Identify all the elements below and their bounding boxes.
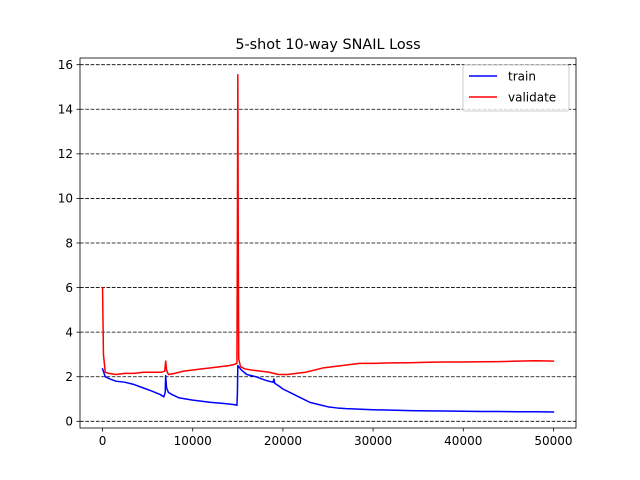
legend-label-train: train bbox=[508, 70, 536, 84]
y-gridlines bbox=[80, 64, 576, 422]
x-tick-label: 0 bbox=[99, 434, 107, 448]
y-tick-label: 6 bbox=[65, 281, 73, 295]
y-tick-label: 12 bbox=[58, 147, 73, 161]
x-tick-label: 40000 bbox=[444, 434, 482, 448]
x-tick-label: 50000 bbox=[534, 434, 572, 448]
chart-title: 5-shot 10-way SNAIL Loss bbox=[235, 37, 420, 53]
legend: train validate bbox=[462, 64, 570, 112]
y-tick-label: 10 bbox=[58, 192, 73, 206]
x-axis-ticks: 0 10000 20000 30000 40000 50000 bbox=[99, 428, 573, 448]
y-tick-label: 2 bbox=[65, 370, 73, 384]
x-tick-label: 20000 bbox=[264, 434, 302, 448]
series-line-validate bbox=[101, 73, 555, 376]
y-tick-label: 0 bbox=[65, 415, 73, 429]
y-tick-label: 16 bbox=[58, 58, 73, 72]
y-tick-label: 14 bbox=[58, 103, 73, 117]
x-tick-label: 10000 bbox=[174, 434, 212, 448]
series-line-train bbox=[101, 364, 555, 413]
y-tick-label: 4 bbox=[65, 325, 73, 339]
y-tick-label: 8 bbox=[65, 236, 73, 250]
x-tick-label: 30000 bbox=[354, 434, 392, 448]
y-axis-ticks: 0 2 4 6 8 10 12 14 16 bbox=[58, 58, 80, 429]
legend-label-validate: validate bbox=[508, 91, 556, 105]
series-layer bbox=[101, 73, 555, 413]
